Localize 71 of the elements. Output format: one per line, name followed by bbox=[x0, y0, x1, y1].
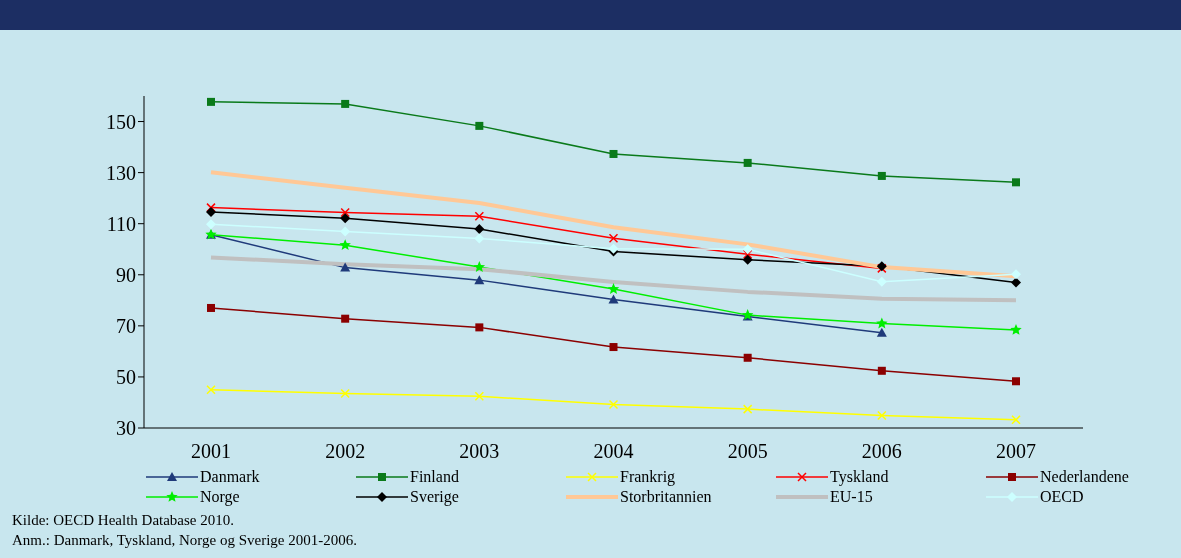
point bbox=[742, 254, 753, 265]
point bbox=[206, 206, 216, 217]
x-tick-label: 2005 bbox=[727, 440, 768, 463]
y-tick-label: 150 bbox=[106, 110, 136, 133]
point bbox=[475, 121, 484, 130]
point bbox=[340, 207, 350, 218]
y-tick-label: 30 bbox=[116, 417, 136, 440]
point bbox=[474, 391, 485, 402]
point bbox=[607, 283, 620, 294]
legend-label: Finland bbox=[410, 468, 459, 486]
y-tick-label: 110 bbox=[106, 212, 136, 235]
point bbox=[207, 97, 215, 106]
text: Kilde: OECD Health Database 2010. bbox=[12, 511, 236, 530]
point bbox=[742, 249, 753, 260]
legend-label: Danmark bbox=[200, 468, 260, 486]
point bbox=[474, 275, 485, 285]
point bbox=[340, 213, 351, 224]
point bbox=[877, 171, 886, 180]
legend-label: Storbritannien bbox=[620, 488, 712, 506]
x-tick-label: 2006 bbox=[861, 440, 902, 463]
point bbox=[743, 158, 752, 167]
point bbox=[742, 404, 753, 414]
point bbox=[1010, 323, 1022, 335]
point bbox=[876, 327, 887, 337]
point bbox=[608, 399, 619, 410]
point bbox=[341, 314, 350, 323]
point bbox=[1012, 377, 1020, 386]
point bbox=[609, 343, 618, 352]
point bbox=[206, 219, 216, 230]
point bbox=[341, 99, 350, 108]
point bbox=[1011, 269, 1021, 280]
point bbox=[475, 323, 484, 332]
point bbox=[207, 303, 215, 312]
point bbox=[876, 276, 887, 287]
x-tick-label: 2001 bbox=[191, 440, 231, 463]
x-tick-label: 2003 bbox=[459, 440, 500, 463]
x-tick-label: 2002 bbox=[325, 440, 366, 463]
legend-label: Nederlandene bbox=[1040, 468, 1129, 486]
legend-label: Frankrig bbox=[620, 468, 676, 486]
y-tick-label: 130 bbox=[106, 161, 136, 184]
point bbox=[876, 317, 888, 329]
legend-label: OECD bbox=[1040, 488, 1084, 506]
point bbox=[340, 388, 350, 399]
point bbox=[474, 224, 485, 235]
text: Anm.: Danmark, Tyskland, Norge og Sverige 2001-2006. bbox=[12, 531, 358, 550]
y-tick-label: 50 bbox=[116, 366, 136, 389]
point bbox=[1012, 178, 1020, 187]
point bbox=[340, 262, 351, 272]
point bbox=[206, 384, 216, 395]
point bbox=[608, 294, 619, 304]
legend-label: Tyskland bbox=[830, 468, 889, 486]
point bbox=[1011, 277, 1021, 288]
point bbox=[609, 149, 618, 158]
point bbox=[473, 261, 486, 272]
legend-label: EU-15 bbox=[830, 488, 873, 506]
point bbox=[339, 239, 351, 250]
y-tick-label: 70 bbox=[116, 314, 136, 337]
point bbox=[743, 353, 752, 362]
point bbox=[608, 233, 619, 243]
x-tick-label: 2007 bbox=[996, 440, 1036, 463]
x-tick-label: 2004 bbox=[593, 440, 634, 463]
legend-label: Sverige bbox=[410, 488, 459, 506]
point bbox=[877, 410, 887, 421]
point bbox=[877, 366, 886, 375]
legend-label: Norge bbox=[200, 488, 240, 506]
point bbox=[1011, 415, 1021, 425]
point bbox=[474, 211, 485, 222]
y-tick-label: 90 bbox=[116, 263, 136, 286]
point bbox=[742, 244, 753, 255]
point bbox=[474, 233, 485, 244]
line-series bbox=[209, 255, 1018, 303]
